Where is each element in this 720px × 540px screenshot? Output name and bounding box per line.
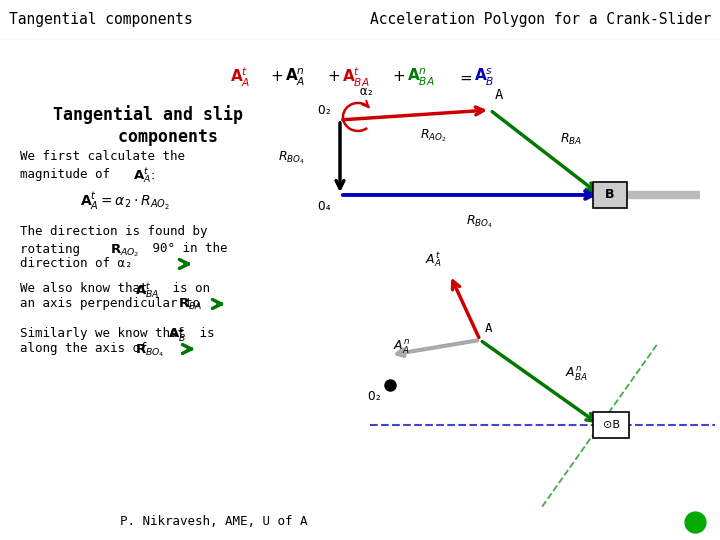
Text: $R_{BO_4}$: $R_{BO_4}$ [467, 213, 493, 230]
Text: $\mathbf{A}^t_{BA}$: $\mathbf{A}^t_{BA}$ [342, 65, 370, 89]
Text: an axis perpendicular to: an axis perpendicular to [20, 297, 207, 310]
Text: The direction is found by
rotating: The direction is found by rotating [20, 225, 207, 256]
Text: $\mathbf{A}^n_A$: $\mathbf{A}^n_A$ [285, 66, 305, 87]
Text: O₂: O₂ [317, 104, 332, 117]
Text: $\mathit{\ =\ }$: $\mathit{\ =\ }$ [452, 70, 473, 84]
Text: along the axis of: along the axis of [20, 342, 155, 355]
Text: $\mathbf{R}_{BO_4}$: $\mathbf{R}_{BO_4}$ [135, 342, 165, 359]
Text: A: A [495, 88, 503, 102]
Text: α₂: α₂ [360, 85, 375, 98]
Text: Tangential and slip
    components: Tangential and slip components [53, 105, 243, 146]
Text: $R_{BA}$: $R_{BA}$ [560, 132, 582, 147]
Text: $\mathbf{R}_{BA}$: $\mathbf{R}_{BA}$ [178, 297, 202, 312]
Text: O₂: O₂ [367, 390, 382, 403]
Text: P. Nikravesh, AME, U of A: P. Nikravesh, AME, U of A [120, 516, 307, 529]
Text: O₄: O₄ [317, 200, 332, 213]
Text: Tangential components: Tangential components [9, 12, 192, 28]
Text: $A^t_A$: $A^t_A$ [426, 251, 442, 270]
Text: We first calculate the
magnitude of: We first calculate the magnitude of [20, 150, 185, 181]
FancyBboxPatch shape [593, 182, 627, 208]
Text: $\mathbf{R}_{AO_2}$: $\mathbf{R}_{AO_2}$ [110, 242, 140, 259]
FancyBboxPatch shape [593, 412, 629, 438]
Text: is on: is on [165, 282, 210, 295]
Text: is: is [192, 327, 215, 340]
Text: $\mathit{\ +\ }$: $\mathit{\ +\ }$ [263, 70, 284, 84]
Text: B: B [606, 188, 615, 201]
Text: $\mathbf{A}^t_A$: $\mathbf{A}^t_A$ [230, 65, 251, 89]
Text: $\mathbf{A}^n_{BA}$: $\mathbf{A}^n_{BA}$ [407, 66, 435, 87]
Text: $R_{BO_4}$: $R_{BO_4}$ [278, 149, 305, 166]
Text: $\mathit{\ +\ }$: $\mathit{\ +\ }$ [320, 70, 341, 84]
Text: 90° in the: 90° in the [145, 242, 228, 255]
Text: $\mathbf{A}^t_{BA}$: $\mathbf{A}^t_{BA}$ [135, 282, 159, 301]
Text: ⊙B: ⊙B [603, 420, 619, 430]
Text: We also know that: We also know that [20, 282, 155, 295]
Text: $A^n_{BA}$: $A^n_{BA}$ [565, 366, 588, 383]
Text: $\mathbf{A}^t_A$:: $\mathbf{A}^t_A$: [133, 167, 155, 186]
Text: $\mathbf{A}^t_A = \alpha_2 \cdot R_{AO_2}$: $\mathbf{A}^t_A = \alpha_2 \cdot R_{AO_2… [80, 190, 170, 212]
Text: $\mathit{\ +\ }$: $\mathit{\ +\ }$ [385, 70, 406, 84]
Text: direction of α₂: direction of α₂ [20, 257, 132, 270]
Text: $\mathbf{A}^s_B$: $\mathbf{A}^s_B$ [474, 66, 495, 87]
Text: Acceleration Polygon for a Crank-Slider: Acceleration Polygon for a Crank-Slider [370, 12, 711, 28]
Text: $A^n_A$: $A^n_A$ [393, 339, 410, 356]
Text: Similarly we know that: Similarly we know that [20, 327, 192, 340]
Text: A: A [485, 322, 492, 335]
Text: $\mathbf{A}^s_B$: $\mathbf{A}^s_B$ [168, 327, 186, 345]
Text: $R_{AO_2}$: $R_{AO_2}$ [420, 127, 447, 144]
